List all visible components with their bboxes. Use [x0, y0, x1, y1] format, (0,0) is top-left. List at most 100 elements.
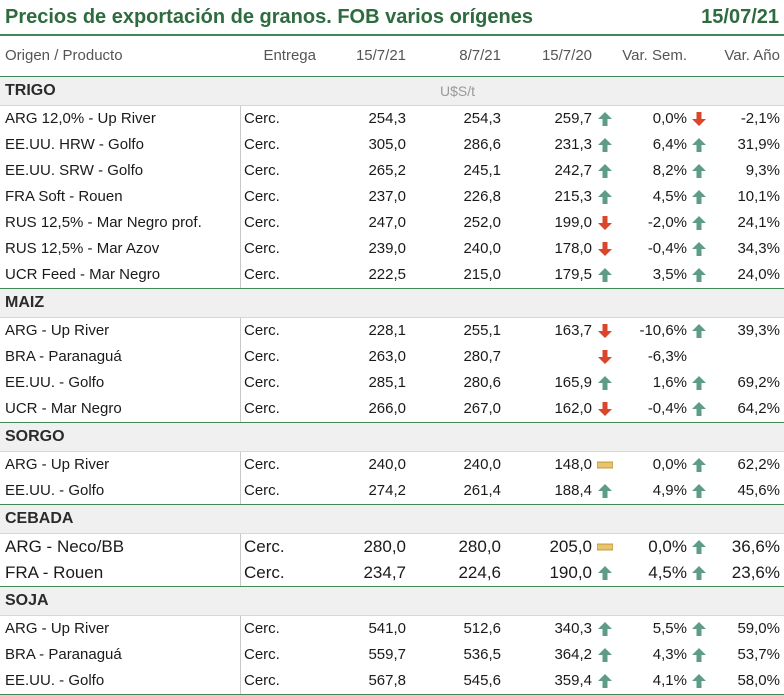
var-anio-cell: 31,9% — [737, 136, 780, 153]
origen-cell: RUS 12,5% - Mar Azov — [5, 240, 160, 257]
header-origen: Origen / Producto — [5, 47, 123, 64]
arrow-up-icon — [598, 484, 612, 498]
origen-cell: ARG 12,0% - Up River — [5, 110, 156, 127]
price-prev-week-cell: 226,8 — [463, 188, 501, 205]
origen-cell: EE.UU. SRW - Golfo — [5, 162, 144, 179]
table-row: EE.UU. - Golfo Cerc. 567,8 545,6 359,4 4,1% 58… — [0, 668, 784, 694]
flat-dash-icon — [597, 540, 613, 554]
column-divider — [240, 106, 241, 288]
arrow-up-icon — [692, 376, 706, 390]
table-row: ARG - Neco/BB Cerc. 280,0 280,0 205,0 0,0% 36,… — [0, 534, 784, 560]
table-row: ARG - Up River Cerc. 541,0 512,6 340,3 5,5% 59… — [0, 616, 784, 642]
table-row: EE.UU. - Golfo Cerc. 274,2 261,4 188,4 4,9% 45… — [0, 478, 784, 504]
var-sem-cell: 4,3% — [652, 646, 687, 663]
arrow-up-icon — [692, 190, 706, 204]
arrow-up-icon — [692, 674, 706, 688]
section-name: SORGO — [5, 428, 65, 445]
table-row: EE.UU. SRW - Golfo Cerc. 265,2 245,1 242,7 8,… — [0, 158, 784, 184]
price-prev-week-cell: 536,5 — [463, 646, 501, 663]
page-title: Precios de exportación de granos. FOB va… — [5, 6, 533, 28]
report-date: 15/07/21 — [701, 6, 779, 28]
price-current-cell: 247,0 — [368, 214, 406, 231]
arrow-up-icon — [692, 324, 706, 338]
price-prev-year-cell: 163,7 — [554, 322, 592, 339]
section-name: TRIGO — [5, 82, 56, 99]
arrow-up-icon — [692, 402, 706, 416]
var-anio-cell: 24,0% — [737, 266, 780, 283]
header-date-1: 15/7/21 — [355, 47, 406, 64]
header-date-2: 8/7/21 — [459, 47, 501, 64]
section-header-sorgo: SORGO — [0, 422, 784, 452]
arrow-up-icon — [598, 674, 612, 688]
var-anio-cell: 34,3% — [737, 240, 780, 257]
price-current-cell: 305,0 — [368, 136, 406, 153]
table-row: EE.UU. - Golfo Cerc. 285,1 280,6 165,9 1,6% 69… — [0, 370, 784, 396]
var-sem-cell: -0,4% — [647, 400, 687, 417]
column-header: Origen / Producto Entrega 15/7/21 8/7/21… — [0, 36, 784, 76]
table-row: UCR Feed - Mar Negro Cerc. 222,5 215,0 179,5… — [0, 262, 784, 288]
table-row: FRA Soft - Rouen Cerc. 237,0 226,8 215,3 4,5%… — [0, 184, 784, 210]
entrega-cell: Cerc. — [244, 537, 285, 556]
price-prev-week-cell: 512,6 — [463, 620, 501, 637]
var-anio-cell: 64,2% — [737, 400, 780, 417]
var-sem-cell: 0,0% — [652, 456, 687, 473]
price-current-cell: 222,5 — [368, 266, 406, 283]
header-var-sem: Var. Sem. — [622, 47, 687, 64]
table-row: EE.UU. HRW - Golfo Cerc. 305,0 286,6 231,3 6,… — [0, 132, 784, 158]
table-row: RUS 12,5% - Mar Azov Cerc. 239,0 240,0 178,0… — [0, 236, 784, 262]
flat-dash-icon — [597, 458, 613, 472]
var-sem-cell: 6,4% — [652, 136, 687, 153]
price-prev-week-cell: 240,0 — [463, 456, 501, 473]
origen-cell: EE.UU. - Golfo — [5, 672, 105, 689]
entrega-cell: Cerc. — [244, 188, 280, 205]
arrow-up-icon — [692, 138, 706, 152]
table-row: RUS 12,5% - Mar Negro prof. Cerc. 247,0 252… — [0, 210, 784, 236]
price-prev-year-cell: 188,4 — [554, 482, 592, 499]
arrow-up-icon — [692, 566, 706, 580]
var-sem-cell: -2,0% — [647, 214, 687, 231]
var-anio-cell: 36,6% — [731, 537, 780, 556]
arrow-up-icon — [598, 648, 612, 662]
table-row: ARG - Up River Cerc. 228,1 255,1 163,7 -10,6%… — [0, 318, 784, 344]
arrow-up-icon — [692, 458, 706, 472]
price-prev-week-cell: 255,1 — [463, 322, 501, 339]
arrow-up-icon — [598, 376, 612, 390]
price-prev-year-cell: 179,5 — [554, 266, 592, 283]
arrow-down-icon — [598, 350, 612, 364]
table-row: BRA - Paranaguá Cerc. 559,7 536,5 364,2 4,3% 5… — [0, 642, 784, 668]
header-var-anio: Var. Año — [724, 47, 780, 64]
origen-cell: UCR - Mar Negro — [5, 400, 122, 417]
var-anio-cell: 69,2% — [737, 374, 780, 391]
price-prev-week-cell: 215,0 — [463, 266, 501, 283]
price-prev-year-cell: 165,9 — [554, 374, 592, 391]
unit-label: U$S/t — [440, 83, 476, 99]
arrow-up-icon — [692, 622, 706, 636]
price-prev-year-cell: 231,3 — [554, 136, 592, 153]
var-anio-cell: 59,0% — [737, 620, 780, 637]
section-header-trigo: TRIGO U$S/t — [0, 76, 784, 106]
var-sem-cell: 0,0% — [652, 110, 687, 127]
table-row: FRA - Rouen Cerc. 234,7 224,6 190,0 4,5% 23,6% — [0, 560, 784, 586]
price-prev-year-cell: 190,0 — [549, 563, 592, 582]
price-prev-week-cell: 240,0 — [463, 240, 501, 257]
price-prev-week-cell: 254,3 — [463, 110, 501, 127]
table-row: ARG 12,0% - Up River Cerc. 254,3 254,3 259,7… — [0, 106, 784, 132]
var-anio-cell: 10,1% — [737, 188, 780, 205]
price-prev-year-cell: 340,3 — [554, 620, 592, 637]
var-sem-cell: 4,5% — [648, 563, 687, 582]
price-prev-year-cell: 359,4 — [554, 672, 592, 689]
entrega-cell: Cerc. — [244, 456, 280, 473]
var-sem-cell: -6,3% — [647, 348, 687, 365]
origen-cell: ARG - Up River — [5, 620, 110, 637]
section-header-maiz: MAIZ — [0, 288, 784, 318]
arrow-up-icon — [692, 268, 706, 282]
var-sem-cell: -10,6% — [639, 322, 687, 339]
arrow-up-icon — [692, 242, 706, 256]
price-prev-week-cell: 252,0 — [463, 214, 501, 231]
var-sem-cell: 8,2% — [652, 162, 687, 179]
origen-cell: FRA Soft - Rouen — [5, 188, 123, 205]
origen-cell: ARG - Up River — [5, 322, 110, 339]
var-sem-cell: 1,6% — [652, 374, 687, 391]
var-anio-cell: 23,6% — [731, 563, 780, 582]
var-sem-cell: 4,1% — [652, 672, 687, 689]
